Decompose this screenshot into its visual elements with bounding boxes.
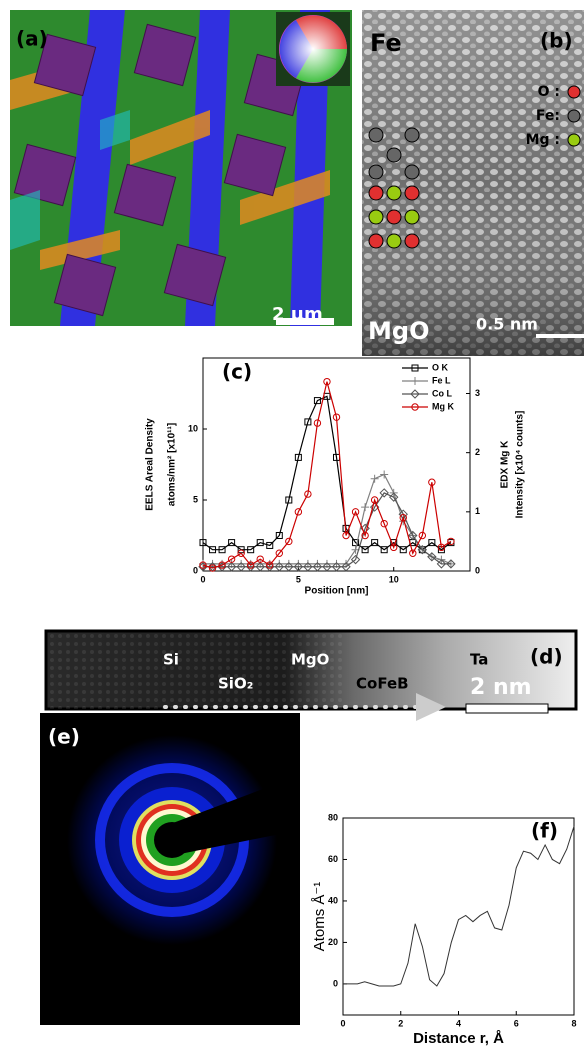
legend-label: O K — [432, 362, 449, 372]
legend-marker — [411, 377, 419, 385]
y-tick-label: 5 — [193, 494, 198, 504]
scale-label: 2 nm — [470, 675, 532, 700]
y-axis-label: Atoms Å⁻¹ — [311, 882, 328, 952]
layer-label: MgO — [291, 651, 329, 669]
shape — [387, 210, 401, 224]
shape — [369, 186, 383, 200]
marker — [380, 470, 388, 478]
scale-bar — [466, 704, 548, 713]
marker — [361, 503, 369, 511]
y-tick-label: 60 — [328, 854, 338, 864]
x-tick-label: 2 — [398, 1018, 403, 1028]
legend-label: Mg K — [432, 401, 454, 411]
key-label: O : — [538, 84, 560, 100]
shape — [369, 165, 383, 179]
shape — [405, 234, 419, 248]
layer-label: CoFeB — [356, 675, 409, 693]
shape — [405, 186, 419, 200]
scale-bar — [536, 334, 584, 338]
series-line — [203, 396, 451, 549]
x-tick-label: 0 — [200, 574, 205, 584]
image-shade — [362, 10, 584, 356]
y2-tick-label: 1 — [475, 506, 480, 516]
series-line — [343, 826, 574, 986]
x-axis-label: Distance r, Å — [413, 1030, 504, 1047]
shape — [10, 190, 40, 250]
shape — [405, 165, 419, 179]
panel-b: Fe (b) O : Fe: Mg : MgO 0.5 nm — [362, 10, 584, 356]
layer-label: Si — [163, 651, 179, 669]
y-tick-label: 20 — [328, 937, 338, 947]
shape — [387, 186, 401, 200]
panel-d: Si SiO₂ MgO CoFeB Ta (d) 2 nm — [46, 631, 576, 721]
panel-label: (e) — [48, 725, 80, 749]
wheel-center — [279, 15, 347, 83]
x-axis-label: Position [nm] — [305, 586, 369, 597]
shape — [387, 234, 401, 248]
layer-label: Fe — [370, 29, 402, 57]
scale-bar — [276, 318, 334, 325]
series-line — [203, 493, 451, 567]
key-label: Fe: — [536, 108, 560, 124]
shape — [369, 128, 383, 142]
x-tick-label: 4 — [456, 1018, 461, 1028]
y2-tick-label: 3 — [475, 388, 480, 398]
layer-label: SiO₂ — [218, 675, 253, 693]
y-axis-label: EELS Areal Density — [145, 418, 156, 511]
key-dot — [568, 86, 580, 98]
panel-e: (e) — [40, 713, 300, 1025]
scale-bar — [276, 330, 334, 338]
legend-label: Co L — [432, 388, 452, 398]
shape — [405, 210, 419, 224]
y2-axis-label: EDX Mg K — [500, 440, 511, 489]
panel-label: (c) — [222, 360, 252, 384]
x-tick-label: 0 — [340, 1018, 345, 1028]
shape — [369, 210, 383, 224]
legend-label: Fe L — [432, 375, 451, 385]
layer-label: MgO — [368, 317, 429, 345]
plot-frame — [203, 358, 470, 571]
y-tick-label: 80 — [328, 812, 338, 822]
figure: (a) 2 μm Fe (b) O : Fe: Mg : MgO 0.5 nm … — [0, 0, 584, 1054]
x-tick-label: 5 — [296, 574, 301, 584]
y-tick-label: 40 — [328, 895, 338, 905]
marker — [371, 475, 379, 483]
x-tick-label: 10 — [389, 574, 399, 584]
x-tick-label: 8 — [571, 1018, 576, 1028]
y-tick-label: 10 — [188, 423, 198, 433]
shape — [387, 148, 401, 162]
y-tick-label: 0 — [193, 565, 198, 575]
scale-label: 0.5 nm — [476, 315, 538, 334]
y2-axis-label: Intensity [x10⁴ counts] — [515, 411, 526, 519]
layer-label: Ta — [470, 651, 488, 669]
y-axis-label: atoms/nm² [x10¹¹] — [167, 423, 178, 506]
image-texture — [46, 631, 346, 709]
shape — [369, 234, 383, 248]
panel-label: (b) — [540, 29, 573, 53]
panel-label: (d) — [530, 645, 563, 669]
x-tick-label: 6 — [514, 1018, 519, 1028]
y-tick-label: 0 — [333, 978, 338, 988]
y2-tick-label: 0 — [475, 565, 480, 575]
panel-a: (a) 2 μm — [10, 10, 352, 338]
key-dot — [568, 134, 580, 146]
panel-label: (a) — [16, 27, 48, 51]
shape — [405, 128, 419, 142]
key-label: Mg : — [526, 132, 560, 148]
y2-tick-label: 2 — [475, 447, 480, 457]
key-dot — [568, 110, 580, 122]
panel-label: (f) — [531, 819, 558, 843]
